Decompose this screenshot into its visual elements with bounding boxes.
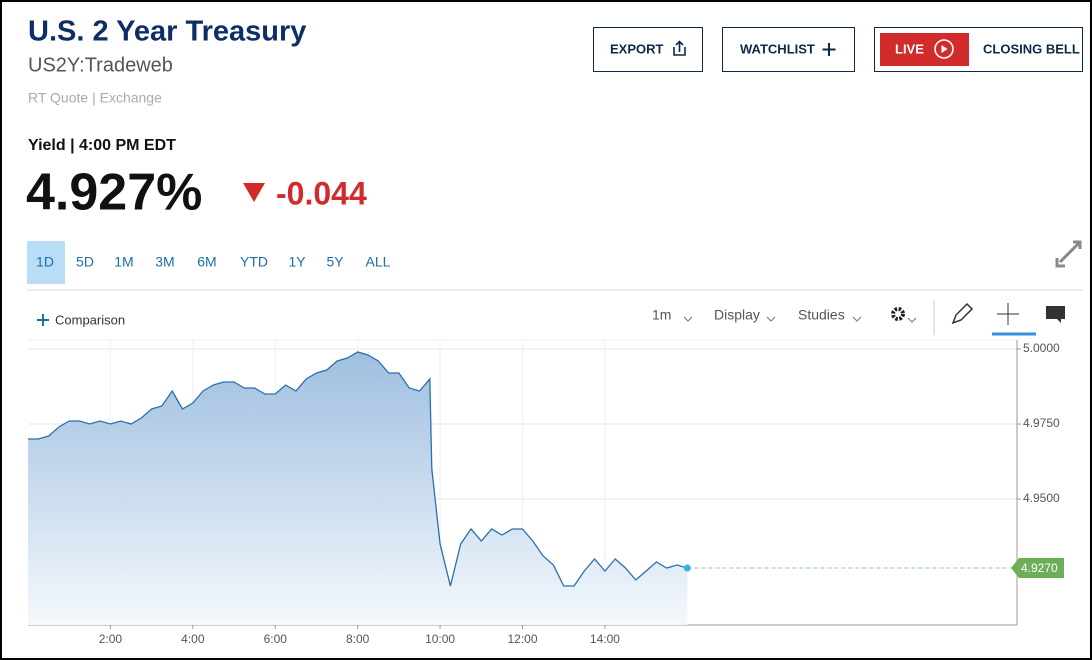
down-arrow <box>243 183 265 202</box>
x-tick-label: 12:00 <box>507 632 537 646</box>
y-tick-label: 5.0000 <box>1023 341 1060 355</box>
range-tab[interactable]: 1D <box>36 254 54 270</box>
comparison[interactable]: Comparison <box>55 312 125 327</box>
range-tab[interactable]: YTD <box>240 254 268 270</box>
chevron <box>766 316 776 322</box>
live-badge <box>880 33 969 66</box>
title: U.S. 2 Year Treasury <box>28 16 306 48</box>
range-tab[interactable]: 3M <box>155 254 174 270</box>
live-label[interactable]: LIVE <box>895 41 924 56</box>
range-tab[interactable]: 6M <box>197 254 216 270</box>
interval[interactable]: 1m <box>652 307 671 323</box>
quote-label: Yield | 4:00 PM EDT <box>28 137 176 154</box>
range-tab[interactable]: 5D <box>76 254 94 270</box>
price-change: -0.044 <box>276 175 367 211</box>
export-label[interactable]: EXPORT <box>610 41 664 56</box>
current-badge <box>1011 558 1064 578</box>
x-tick-label: 14:00 <box>590 632 620 646</box>
play-icon <box>934 39 954 59</box>
settings-icon[interactable] <box>891 307 905 321</box>
x-tick-label: 6:00 <box>264 632 288 646</box>
play-triangle <box>941 45 948 53</box>
studies[interactable]: Studies <box>798 307 845 323</box>
range-tab[interactable]: ALL <box>366 254 391 270</box>
last-price: 4.927% <box>26 164 202 222</box>
chevron <box>852 316 862 322</box>
x-tick-label: 4:00 <box>181 632 205 646</box>
range-tab[interactable]: 1M <box>114 254 133 270</box>
line <box>28 351 688 587</box>
symbol: US2Y:Tradeweb <box>28 54 173 76</box>
x-tick-label: 2:00 <box>99 632 123 646</box>
range-tab[interactable]: 1Y <box>288 254 306 270</box>
crosshair-icon[interactable] <box>997 303 1019 325</box>
y-tick-label: 4.9500 <box>1023 491 1060 505</box>
comparison-plus <box>37 314 49 326</box>
current-label: 4.9270 <box>1021 561 1058 575</box>
selected-range <box>27 241 65 284</box>
export-icon <box>673 40 686 56</box>
chevron <box>683 316 693 322</box>
range-tab[interactable]: 5Y <box>326 254 344 270</box>
plus-icon <box>822 43 836 56</box>
watchlist-label[interactable]: WATCHLIST <box>740 41 815 56</box>
comment-icon[interactable] <box>1046 306 1065 323</box>
y-tick-label: 4.9750 <box>1023 416 1060 430</box>
draw-icon[interactable] <box>951 302 974 325</box>
chevron <box>907 317 917 323</box>
source: RT Quote | Exchange <box>28 90 162 106</box>
closing-bell-label[interactable]: CLOSING BELL <box>983 41 1080 56</box>
x-tick-label: 10:00 <box>425 632 455 646</box>
current-dot <box>683 564 691 572</box>
expand-icon[interactable] <box>1055 240 1082 268</box>
display[interactable]: Display <box>714 307 760 323</box>
area <box>28 352 688 625</box>
x-tick-label: 8:00 <box>346 632 370 646</box>
